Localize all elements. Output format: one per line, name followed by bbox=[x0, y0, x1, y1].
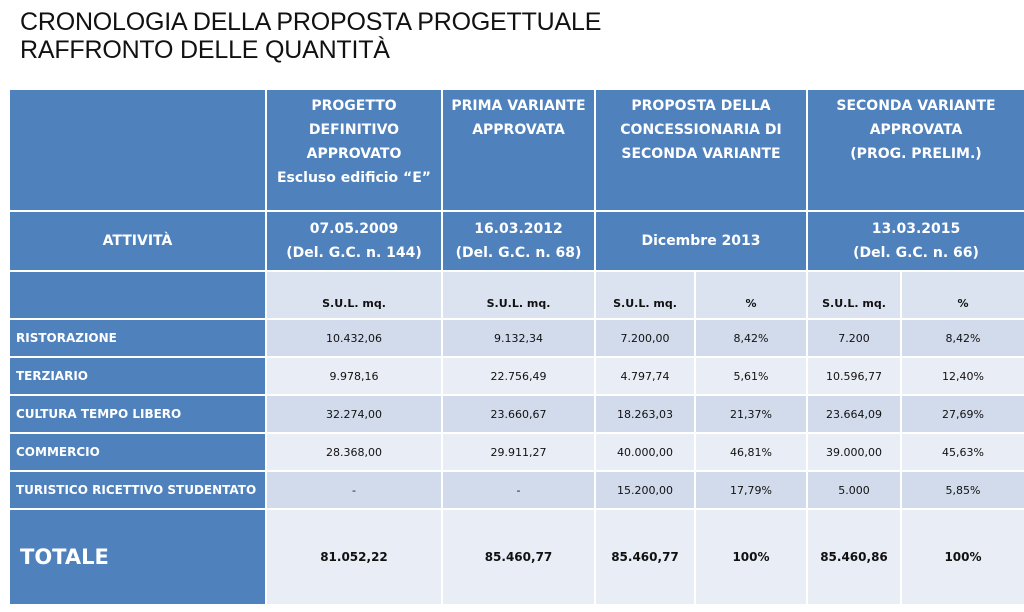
comparison-table: PROGETTO DEFINITIVO APPROVATO Escluso ed… bbox=[8, 88, 1024, 606]
total-cell: 85.460,86 bbox=[806, 508, 902, 606]
table-row: TURISTICO RICETTIVO STUDENTATO - - 15.20… bbox=[8, 470, 1024, 510]
table-cell: 9.132,34 bbox=[441, 318, 596, 358]
table-cell: 23.660,67 bbox=[441, 394, 596, 434]
table-cell: 21,37% bbox=[694, 394, 808, 434]
table-cell: 17,79% bbox=[694, 470, 808, 510]
total-cell: 85.460,77 bbox=[594, 508, 696, 606]
table-cell: 8,42% bbox=[900, 318, 1024, 358]
unit-header: S.U.L. mq. bbox=[594, 270, 696, 320]
total-cell: 100% bbox=[900, 508, 1024, 606]
header-seconda-variante: SECONDA VARIANTE APPROVATA (PROG. PRELIM… bbox=[806, 88, 1024, 212]
row-label: TERZIARIO bbox=[8, 356, 267, 396]
date-cell: 16.03.2012 (Del. G.C. n. 68) bbox=[441, 210, 596, 272]
table-cell: - bbox=[441, 470, 596, 510]
header-progetto-definitivo: PROGETTO DEFINITIVO APPROVATO Escluso ed… bbox=[265, 88, 443, 212]
table-cell: 39.000,00 bbox=[806, 432, 902, 472]
table-cell: 5,85% bbox=[900, 470, 1024, 510]
table-cell: 4.797,74 bbox=[594, 356, 696, 396]
table-cell: 29.911,27 bbox=[441, 432, 596, 472]
row-label: CULTURA TEMPO LIBERO bbox=[8, 394, 267, 434]
total-cell: 100% bbox=[694, 508, 808, 606]
table-cell: 9.978,16 bbox=[265, 356, 443, 396]
total-cell: 85.460,77 bbox=[441, 508, 596, 606]
unit-header-row: S.U.L. mq. S.U.L. mq. S.U.L. mq. % S.U.L… bbox=[8, 270, 1024, 320]
table-row: TERZIARIO 9.978,16 22.756,49 4.797,74 5,… bbox=[8, 356, 1024, 396]
row-label: COMMERCIO bbox=[8, 432, 267, 472]
table-cell: 32.274,00 bbox=[265, 394, 443, 434]
slide-title: CRONOLOGIA DELLA PROPOSTA PROGETTUALE RA… bbox=[20, 8, 601, 64]
total-row: TOTALE 81.052,22 85.460,77 85.460,77 100… bbox=[8, 508, 1024, 606]
table-cell: 27,69% bbox=[900, 394, 1024, 434]
date-cell: Dicembre 2013 bbox=[594, 210, 808, 272]
activity-label: ATTIVITÀ bbox=[8, 210, 267, 272]
date-cell: 13.03.2015 (Del. G.C. n. 66) bbox=[806, 210, 1024, 272]
table-row: COMMERCIO 28.368,00 29.911,27 40.000,00 … bbox=[8, 432, 1024, 472]
table-cell: 18.263,03 bbox=[594, 394, 696, 434]
table-cell: 40.000,00 bbox=[594, 432, 696, 472]
header-corner bbox=[8, 88, 267, 212]
table-cell: 5,61% bbox=[694, 356, 808, 396]
table-cell: 12,40% bbox=[900, 356, 1024, 396]
project-header-row: PROGETTO DEFINITIVO APPROVATO Escluso ed… bbox=[8, 88, 1024, 212]
row-label: TURISTICO RICETTIVO STUDENTATO bbox=[8, 470, 267, 510]
table-cell: 45,63% bbox=[900, 432, 1024, 472]
header-proposta-concessionaria: PROPOSTA DELLA CONCESSIONARIA DI SECONDA… bbox=[594, 88, 808, 212]
table-cell: 5.000 bbox=[806, 470, 902, 510]
table-cell: 7.200,00 bbox=[594, 318, 696, 358]
title-line-1: CRONOLOGIA DELLA PROPOSTA PROGETTUALE bbox=[20, 8, 602, 36]
row-label: RISTORAZIONE bbox=[8, 318, 267, 358]
table-cell: 15.200,00 bbox=[594, 470, 696, 510]
unit-header: S.U.L. mq. bbox=[806, 270, 902, 320]
header-prima-variante: PRIMA VARIANTE APPROVATA bbox=[441, 88, 596, 212]
table-cell: 46,81% bbox=[694, 432, 808, 472]
unit-corner bbox=[8, 270, 267, 320]
unit-header: % bbox=[900, 270, 1024, 320]
total-label: TOTALE bbox=[8, 508, 267, 606]
table-row: CULTURA TEMPO LIBERO 32.274,00 23.660,67… bbox=[8, 394, 1024, 434]
unit-header: S.U.L. mq. bbox=[265, 270, 443, 320]
table-cell: 10.432,06 bbox=[265, 318, 443, 358]
table-cell: 22.756,49 bbox=[441, 356, 596, 396]
table-row: RISTORAZIONE 10.432,06 9.132,34 7.200,00… bbox=[8, 318, 1024, 358]
table-cell: 23.664,09 bbox=[806, 394, 902, 434]
unit-header: S.U.L. mq. bbox=[441, 270, 596, 320]
table-cell: 7.200 bbox=[806, 318, 902, 358]
table-cell: 8,42% bbox=[694, 318, 808, 358]
table-cell: - bbox=[265, 470, 443, 510]
title-line-2: RAFFRONTO DELLE QUANTITÀ bbox=[20, 36, 390, 64]
date-cell: 07.05.2009 (Del. G.C. n. 144) bbox=[265, 210, 443, 272]
total-cell: 81.052,22 bbox=[265, 508, 443, 606]
table-cell: 10.596,77 bbox=[806, 356, 902, 396]
table-cell: 28.368,00 bbox=[265, 432, 443, 472]
date-row: ATTIVITÀ 07.05.2009 (Del. G.C. n. 144) 1… bbox=[8, 210, 1024, 272]
unit-header: % bbox=[694, 270, 808, 320]
